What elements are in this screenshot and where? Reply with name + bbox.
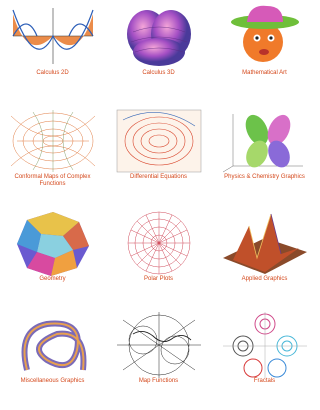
gallery-item[interactable]: Calculus 3D [106,0,211,102]
gallery-item[interactable]: Differential Equations [106,104,211,206]
thumbnail [113,310,205,380]
thumbnail [7,208,99,278]
gallery-item[interactable]: Miscellaneous Graphics [0,308,105,410]
caption: Mathematical Art [214,70,315,77]
gallery-item[interactable]: Map Functions [106,308,211,410]
thumbnail [219,2,311,72]
caption: Fractals [214,378,315,385]
gallery-item[interactable]: Applied Graphics [212,206,317,308]
thumbnail [219,208,311,278]
gallery-item[interactable]: Geometry [0,206,105,308]
thumbnail [113,2,205,72]
caption: Physics & Chemistry Graphics [214,174,315,181]
gallery-item[interactable]: Polar Plots [106,206,211,308]
gallery-page: Calculus 2D Calculus 3D Mathematical Art… [0,0,317,408]
thumbnail [219,106,311,176]
thumbnail [7,106,99,176]
caption: Miscellaneous Graphics [2,378,103,385]
caption: Applied Graphics [214,276,315,283]
thumbnail [7,2,99,72]
gallery-item[interactable]: Conformal Maps of Complex Functions [0,104,105,206]
thumbnail [113,208,205,278]
gallery-item[interactable]: Fractals [212,308,317,410]
thumbnail [219,310,311,380]
gallery-item[interactable]: Mathematical Art [212,0,317,102]
caption: Conformal Maps of Complex Functions [2,174,103,188]
caption: Calculus 3D [108,70,209,77]
caption: Differential Equations [108,174,209,181]
caption: Calculus 2D [2,70,103,77]
thumbnail [7,310,99,380]
gallery-item[interactable]: Physics & Chemistry Graphics [212,104,317,206]
caption: Geometry [2,276,103,283]
caption: Map Functions [108,378,209,385]
caption: Polar Plots [108,276,209,283]
thumbnail [113,106,205,176]
gallery-item[interactable]: Calculus 2D [0,0,105,102]
